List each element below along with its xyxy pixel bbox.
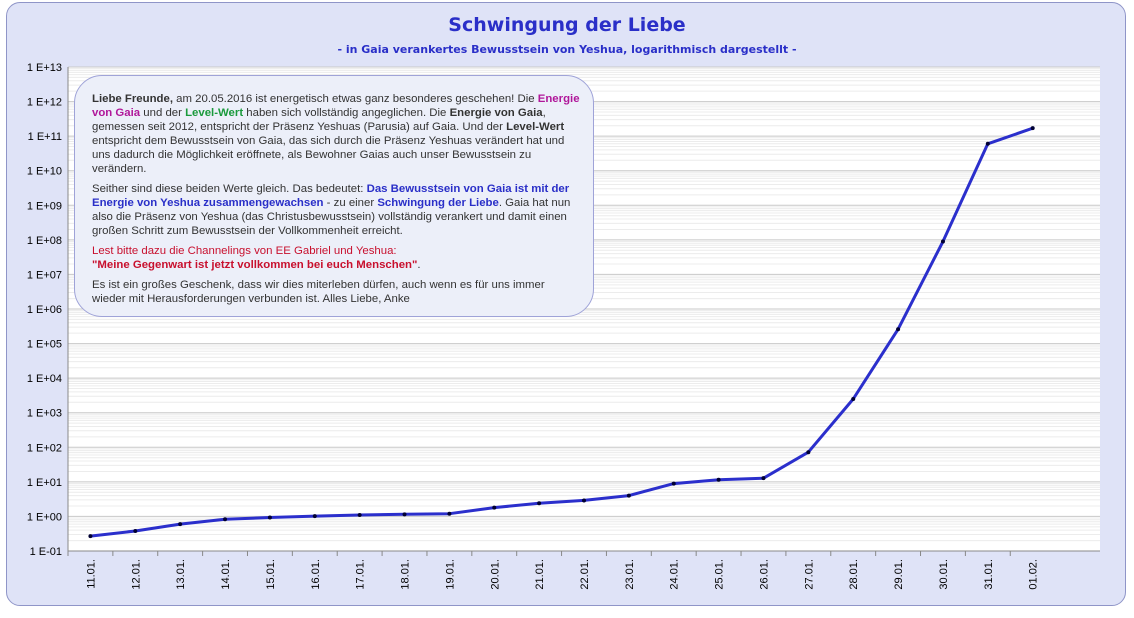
- note-text: entspricht dem Bewusstsein von Gaia, das…: [92, 135, 565, 175]
- y-tick-label: 1 E+11: [28, 131, 62, 143]
- note-text: - zu einer: [323, 197, 378, 209]
- note-text: . Gaia hat nun also die Präsenz von Yesh…: [92, 197, 571, 237]
- data-point: [492, 505, 497, 510]
- note-text: haben sich vollständig angeglichen. Die: [243, 107, 450, 119]
- note-text: Seither sind diese beiden Werte gleich. …: [92, 183, 367, 195]
- note-greeting: Liebe Freunde,: [92, 93, 174, 105]
- y-tick-label: 1 E+02: [27, 442, 62, 454]
- data-point: [88, 534, 93, 539]
- note-red-quote: "Meine Gegenwart ist jetzt vollkommen be…: [92, 259, 418, 271]
- note-text: und der: [140, 107, 186, 119]
- x-tick-label: 27.01.: [803, 559, 815, 590]
- note-text: am 20.05.2016 ist energetisch etwas ganz…: [173, 93, 538, 105]
- info-note-box: Liebe Freunde, am 20.05.2016 ist energet…: [74, 75, 594, 317]
- data-point: [806, 450, 811, 455]
- note-text: , gemessen seit 2012, entspricht der Prä…: [92, 107, 546, 133]
- y-tick-label: 1 E+05: [27, 339, 62, 351]
- note-text: .: [417, 259, 421, 271]
- note-bold-level: Level-Wert: [506, 121, 565, 133]
- y-tick-label: 1 E-01: [30, 546, 62, 558]
- x-tick-label: 22.01.: [579, 559, 591, 590]
- x-tick-label: 14.01.: [220, 559, 232, 590]
- data-point: [985, 141, 990, 146]
- note-paragraph-3: Lest bitte dazu die Channelings von EE G…: [92, 244, 581, 272]
- note-highlight-gaia: Energie von Gaia: [92, 93, 580, 119]
- x-tick-label: 15.01.: [265, 559, 277, 590]
- note-bold-gaia: Energie von Gaia: [449, 107, 543, 119]
- x-tick-label: 12.01.: [130, 559, 142, 590]
- x-tick-label: 18.01.: [400, 559, 412, 590]
- y-tick-label: 1 E+10: [27, 166, 62, 178]
- x-tick-label: 01.02.: [1028, 559, 1040, 590]
- x-tick-label: 13.01.: [175, 559, 187, 590]
- note-red-text: Lest bitte dazu die Channelings von EE G…: [92, 245, 397, 257]
- data-point: [582, 498, 586, 503]
- y-tick-label: 1 E+06: [27, 304, 62, 316]
- x-tick-label: 25.01.: [714, 559, 726, 590]
- y-tick-label: 1 E+03: [27, 408, 62, 420]
- y-tick-label: 1 E+13: [27, 62, 62, 74]
- data-point: [133, 528, 138, 533]
- y-tick-label: 1 E+09: [27, 200, 62, 212]
- x-tick-label: 16.01.: [310, 559, 322, 590]
- data-point: [896, 327, 901, 332]
- y-tick-label: 1 E+01: [27, 477, 62, 489]
- x-tick-label: 31.01.: [983, 559, 995, 590]
- note-highlight-blue: Schwingung der Liebe: [377, 197, 499, 209]
- y-tick-label: 1 E+12: [27, 97, 62, 109]
- x-tick-label: 11.01.: [85, 559, 97, 589]
- y-tick-label: 1 E+07: [27, 269, 62, 281]
- data-point: [402, 512, 407, 517]
- x-tick-label: 19.01.: [444, 559, 456, 590]
- note-highlight-blue: Das Bewusstsein von Gaia ist mit der Ene…: [92, 183, 570, 209]
- note-paragraph-4: Es ist ein großes Geschenk, dass wir die…: [92, 279, 545, 305]
- data-point: [223, 517, 228, 522]
- data-point: [447, 511, 452, 516]
- data-point: [178, 522, 183, 527]
- data-point: [357, 512, 362, 517]
- y-tick-label: 1 E+08: [27, 235, 62, 247]
- x-tick-label: 21.01.: [534, 559, 546, 590]
- data-point: [1030, 126, 1035, 131]
- data-point: [851, 396, 856, 401]
- x-tick-label: 24.01.: [669, 559, 681, 590]
- note-highlight-level: Level-Wert: [185, 107, 244, 119]
- x-tick-label: 28.01.: [848, 559, 860, 590]
- data-point: [312, 514, 317, 519]
- data-point: [940, 239, 945, 244]
- data-point: [626, 493, 631, 498]
- note-paragraph-2: Seither sind diese beiden Werte gleich. …: [92, 182, 581, 238]
- x-tick-label: 30.01.: [938, 559, 950, 590]
- x-tick-label: 23.01.: [624, 559, 636, 590]
- series-line: [90, 126, 1034, 538]
- note-paragraph-1: Liebe Freunde, am 20.05.2016 ist energet…: [92, 92, 581, 176]
- y-tick-label: 1 E+00: [27, 511, 62, 523]
- y-tick-label: 1 E+04: [27, 373, 62, 385]
- data-point: [671, 481, 676, 486]
- x-tick-label: 17.01.: [355, 559, 367, 590]
- x-tick-label: 26.01.: [758, 559, 770, 590]
- x-tick-label: 20.01.: [489, 559, 501, 590]
- chart-title: Schwingung der Liebe: [448, 14, 686, 36]
- chart-subtitle: - in Gaia verankertes Bewusstsein von Ye…: [337, 43, 797, 56]
- x-tick-label: 29.01.: [893, 559, 905, 590]
- data-point: [537, 501, 542, 506]
- data-point: [716, 477, 721, 482]
- data-point: [267, 515, 272, 520]
- data-point: [761, 476, 766, 481]
